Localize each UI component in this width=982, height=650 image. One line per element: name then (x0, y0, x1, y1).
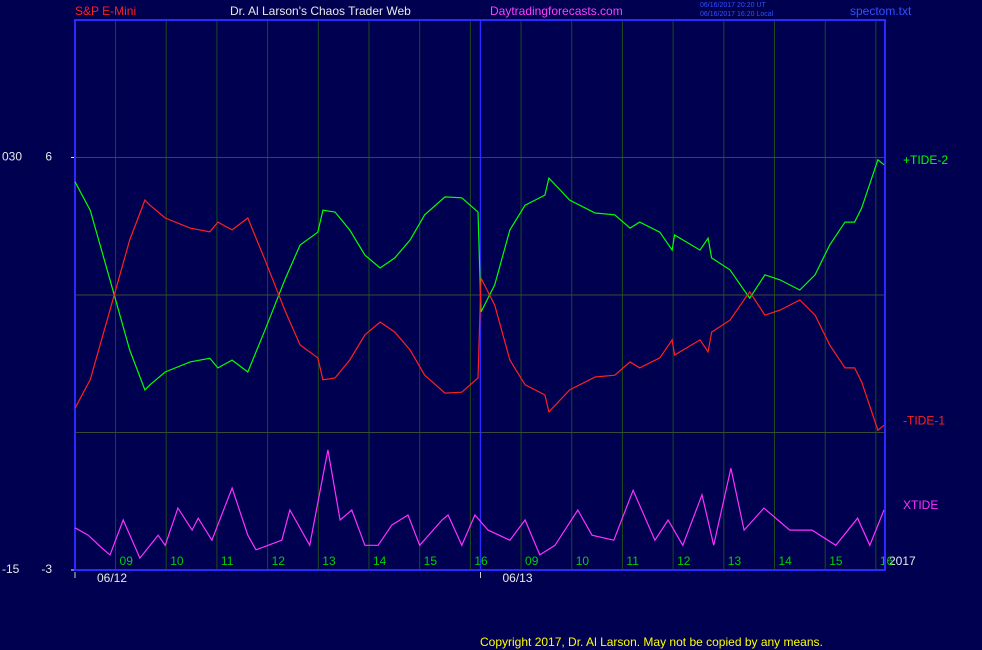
x-tick-label: 13 (322, 554, 336, 568)
timestamp: 06/16/2017 16:20 Local (700, 11, 774, 18)
x-tick-label: 09 (120, 554, 134, 568)
file-name: spectom.txt (850, 4, 912, 18)
plot-border (74, 19, 886, 571)
x-tick-label: 11 (626, 554, 639, 568)
y-tick-label: 6 (45, 150, 52, 164)
timestamp: 06/16/2017 20:20 UT (700, 2, 766, 9)
x-tick-label: 15 (424, 554, 438, 568)
copyright: Copyright 2017, Dr. Al Larson. May not b… (480, 635, 823, 649)
price-tick-label: -15 (2, 562, 20, 576)
x-tick-label: 11 (221, 554, 234, 568)
date-label: 06/12 (97, 571, 127, 585)
x-tick-label: 09 (525, 554, 539, 568)
date-label: 06/13 (503, 571, 533, 585)
x-tick-label: 16 (880, 554, 894, 568)
site-url: Daytradingforecasts.com (490, 4, 623, 18)
x-tick-label: 10 (170, 554, 184, 568)
series-line (74, 449, 885, 560)
x-tick-label: 15 (829, 554, 843, 568)
x-tick-label: 14 (373, 554, 387, 568)
series-line (74, 158, 885, 391)
x-tick-label: 14 (778, 554, 792, 568)
year: 2017 (889, 554, 916, 568)
site-title: Dr. Al Larson's Chaos Trader Web (230, 4, 411, 18)
y-tick-label: -3 (41, 562, 52, 576)
series-line (74, 199, 885, 432)
series-label: +TIDE-2 (903, 153, 948, 167)
x-tick-label: 10 (576, 554, 590, 568)
series-label: XTIDE (903, 498, 938, 512)
instrument: S&P E-Mini (75, 4, 136, 18)
price-tick-label: 030 (2, 150, 22, 164)
x-tick-label: 12 (677, 554, 691, 568)
series-label: -TIDE-1 (903, 413, 945, 427)
x-tick-label: 13 (728, 554, 742, 568)
x-tick-label: 12 (272, 554, 286, 568)
